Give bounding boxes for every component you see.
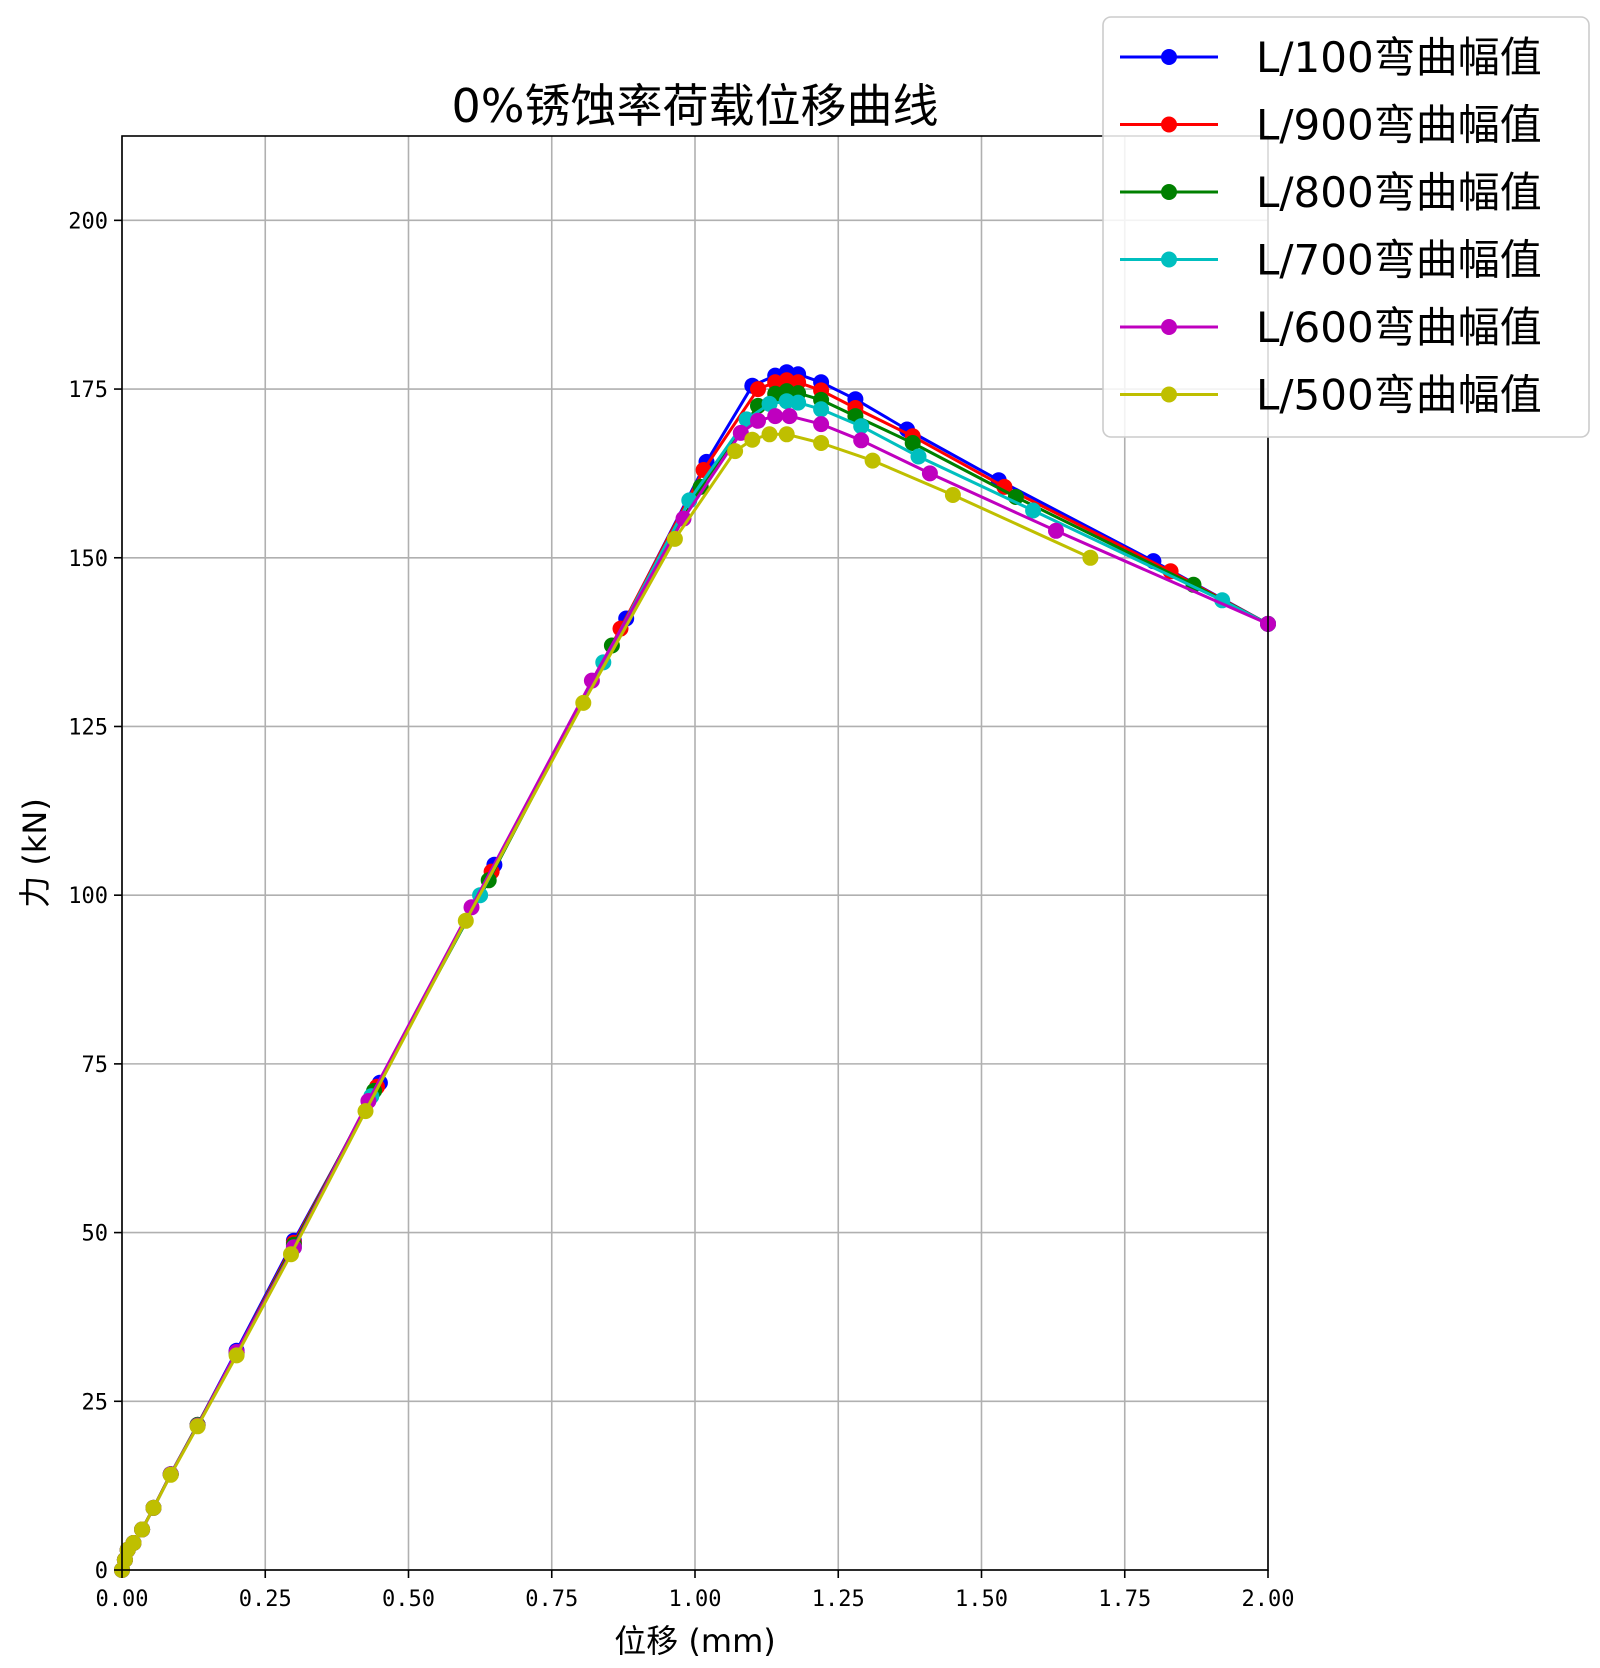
data-point [778, 426, 795, 443]
x-tick-label: 1.50 [955, 1587, 1008, 1612]
data-point [134, 1521, 151, 1538]
data-point [125, 1535, 142, 1551]
y-tick-label: 150 [68, 547, 108, 572]
data-point [904, 435, 921, 451]
data-point [357, 1103, 374, 1120]
data-point [853, 418, 870, 435]
y-tick-label: 50 [82, 1222, 109, 1247]
series-6 [114, 426, 1099, 1578]
legend-marker [1161, 386, 1177, 403]
legend-item: L/900弯曲幅值 [1120, 101, 1542, 150]
data-point [1025, 502, 1042, 519]
legend-marker [1161, 116, 1177, 133]
x-tick-label: 0.75 [525, 1587, 578, 1612]
data-point [761, 395, 778, 412]
data-point [921, 465, 938, 482]
legend-label: L/500弯曲幅值 [1256, 371, 1542, 420]
y-tick-label: 0 [95, 1559, 108, 1584]
y-tick-label: 100 [68, 884, 108, 909]
legend-label: L/900弯曲幅值 [1256, 101, 1542, 150]
data-point [910, 448, 927, 465]
legend-marker [1161, 49, 1177, 65]
y-tick-label: 125 [68, 715, 108, 740]
data-point [864, 452, 881, 469]
data-point [750, 381, 766, 398]
legend-item: L/700弯曲幅值 [1120, 236, 1542, 285]
legend-label: L/100弯曲幅值 [1256, 33, 1542, 82]
data-point [1082, 549, 1099, 566]
x-tick-label: 1.25 [812, 1587, 865, 1612]
data-point [732, 424, 749, 441]
data-point [761, 426, 778, 443]
data-point [744, 431, 761, 448]
legend-marker [1161, 251, 1177, 268]
y-tick-label: 200 [68, 209, 108, 234]
data-point [727, 443, 744, 460]
x-tick-label: 2.00 [1242, 1587, 1295, 1612]
legend: L/100弯曲幅值 L/900弯曲幅值 L/800弯曲幅值 L/700弯曲幅值 L/60… [1102, 16, 1590, 438]
data-point [666, 530, 683, 547]
legend-marker [1161, 184, 1177, 200]
data-point [283, 1246, 299, 1263]
legend-label: L/700弯曲幅值 [1256, 236, 1542, 285]
data-point [790, 394, 807, 411]
data-point [583, 672, 600, 689]
y-tick-label: 175 [68, 378, 108, 403]
y-axis-label: 力 (kN) [16, 798, 54, 908]
data-point [813, 416, 830, 433]
legend-label: L/600弯曲幅值 [1256, 303, 1542, 352]
x-tick-label: 1.75 [1098, 1587, 1151, 1612]
data-point [853, 432, 870, 449]
data-point [228, 1347, 245, 1364]
data-point [162, 1466, 179, 1483]
data-point [145, 1499, 162, 1516]
x-axis-label: 位移 (mm) [614, 1622, 776, 1660]
x-tick-label: 0.25 [239, 1587, 292, 1612]
data-point [813, 401, 830, 418]
legend-item: L/100弯曲幅值 [1120, 33, 1542, 82]
data-point [996, 478, 1013, 495]
legend-marker [1161, 319, 1177, 335]
data-point [813, 435, 830, 451]
data-point [750, 412, 766, 429]
data-point [781, 408, 798, 425]
legend-item: L/600弯曲幅值 [1120, 303, 1542, 352]
series-layer [114, 364, 1276, 1578]
legend-label: L/800弯曲幅值 [1256, 168, 1542, 217]
data-point [944, 487, 961, 503]
y-tick-label: 25 [82, 1390, 109, 1415]
data-point [575, 694, 592, 711]
x-tick-label: 0.00 [96, 1587, 149, 1612]
data-point [767, 408, 784, 425]
y-tick-label: 75 [82, 1053, 109, 1078]
x-tick-label: 0.50 [382, 1587, 435, 1612]
data-point [1048, 522, 1064, 539]
x-tick-label: 1.00 [669, 1587, 722, 1612]
data-point [189, 1418, 206, 1435]
legend-box [1102, 16, 1590, 438]
series-line [120, 432, 1092, 1571]
chart-title: 0%锈蚀率荷载位移曲线 [452, 79, 939, 133]
legend-item: L/500弯曲幅值 [1120, 371, 1542, 420]
legend-item: L/800弯曲幅值 [1120, 168, 1542, 217]
data-point [457, 912, 474, 929]
axis-ticks: 0.00 0.25 0.50 0.75 1.00 1.25 1.50 1.75 2.00 0 25 5… [68, 209, 1294, 1612]
